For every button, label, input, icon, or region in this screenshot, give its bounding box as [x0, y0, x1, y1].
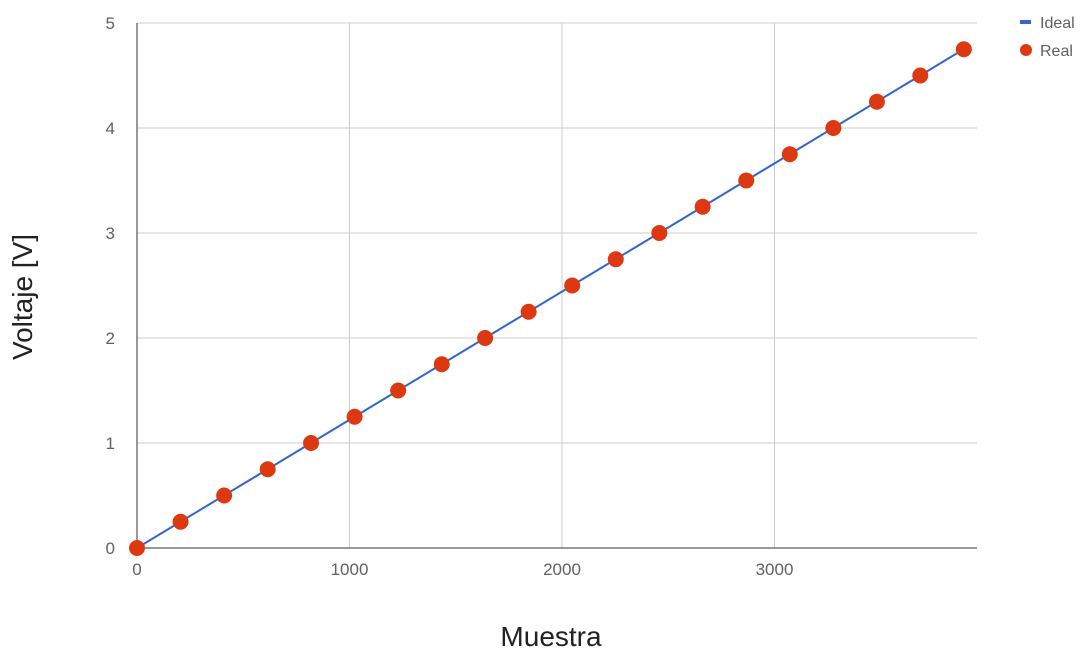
data-point-real[interactable] — [694, 198, 711, 215]
y-tick-label: 4 — [106, 119, 115, 138]
y-tick-label: 1 — [106, 434, 115, 453]
plot-series — [129, 41, 972, 556]
data-point-real[interactable] — [477, 330, 494, 346]
x-tick-label: 1000 — [331, 560, 369, 579]
data-point-real[interactable] — [955, 41, 972, 58]
data-point-real[interactable] — [346, 408, 363, 425]
y-tick-label: 5 — [106, 14, 115, 33]
data-point-real[interactable] — [303, 435, 320, 451]
grid-lines — [137, 22, 977, 548]
tick-labels: 0 1 2 3 4 5 0 1000 2000 3000 — [106, 14, 794, 579]
data-point-real[interactable] — [912, 67, 929, 84]
data-point-real[interactable] — [651, 225, 668, 241]
data-point-real[interactable] — [781, 146, 798, 163]
data-point-real[interactable] — [868, 93, 885, 110]
legend-line-icon — [1020, 20, 1031, 24]
data-point-real[interactable] — [129, 540, 145, 556]
series-line-ideal — [136, 48, 965, 549]
data-point-real[interactable] — [564, 277, 581, 294]
data-point-real[interactable] — [825, 120, 842, 136]
data-point-real[interactable] — [172, 513, 189, 530]
x-axis-title: Muestra — [500, 621, 602, 652]
y-tick-label: 3 — [106, 224, 115, 243]
x-tick-label: 2000 — [543, 560, 581, 579]
legend-item-ideal[interactable]: Ideal — [1020, 15, 1075, 32]
y-tick-label: 2 — [106, 329, 115, 348]
y-tick-label: 0 — [106, 539, 115, 558]
legend: Ideal Real — [1020, 15, 1075, 60]
legend-item-real[interactable]: Real — [1020, 43, 1073, 60]
data-point-real[interactable] — [390, 382, 407, 399]
data-point-real[interactable] — [216, 487, 233, 504]
y-axis-title: Voltaje [V] — [7, 234, 38, 360]
data-point-real[interactable] — [607, 251, 624, 268]
legend-label-ideal: Ideal — [1040, 15, 1075, 32]
legend-dot-icon — [1020, 44, 1032, 56]
data-point-real[interactable] — [433, 356, 450, 373]
axes — [136, 23, 977, 549]
x-tick-label: 0 — [132, 560, 141, 579]
x-tick-label: 3000 — [756, 560, 794, 579]
data-point-real[interactable] — [738, 172, 755, 189]
data-point-real[interactable] — [520, 303, 537, 320]
data-point-real[interactable] — [259, 461, 276, 478]
legend-label-real: Real — [1040, 43, 1073, 60]
